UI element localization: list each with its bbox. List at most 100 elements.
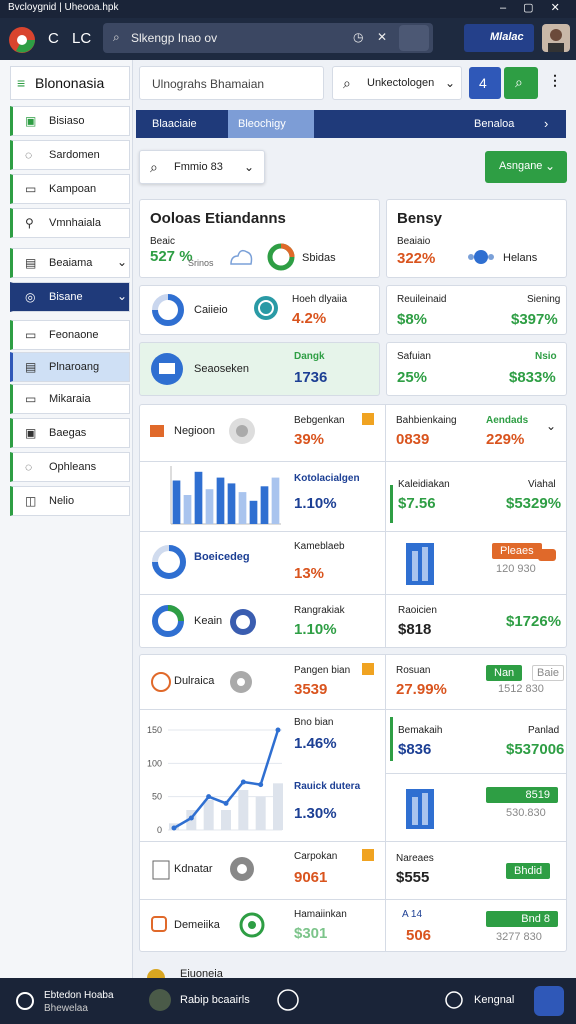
sidebar-item[interactable]: ▤ Plnaroang	[10, 352, 130, 382]
sidebar-icon: ▤	[25, 360, 37, 374]
row-value: $818	[398, 621, 432, 638]
sidebar-item[interactable]: ◌ Sardomen	[10, 140, 130, 170]
divider	[140, 531, 566, 532]
footer-avatar[interactable]	[148, 988, 172, 1012]
select-input[interactable]: ⌕ Unkectologen ⌄	[332, 66, 462, 100]
sidebar-icon: ▭	[25, 392, 37, 406]
address-bar[interactable]: ⌕ Slkengp Inao ov ◷ ✕	[103, 23, 433, 53]
bar	[172, 480, 181, 524]
ring-icon	[230, 609, 256, 635]
bar	[183, 495, 192, 524]
sidebar-label: Nelio	[49, 495, 75, 507]
y-tick-label: 0	[157, 825, 162, 835]
sidebar-title: Blononasia	[35, 75, 105, 91]
sidebar-label: Mikaraia	[49, 393, 91, 405]
card-label: Seaoseken	[194, 363, 250, 375]
mic-button[interactable]	[399, 25, 429, 51]
footer-center[interactable]: Rabip bcaairls	[180, 994, 250, 1006]
nav-button[interactable]: LC	[72, 30, 92, 47]
footer-icon[interactable]	[14, 990, 36, 1012]
filter-text: Fmmio 83	[174, 161, 223, 173]
sidebar-item[interactable]: ▤ Beaiama ⌄	[10, 248, 130, 278]
row-value: 13%	[294, 565, 325, 582]
divider	[385, 655, 386, 951]
card-title: Bensy	[397, 210, 443, 227]
folder-icon	[150, 425, 164, 437]
donut-icon	[267, 243, 295, 271]
search-button[interactable]: ⌕	[504, 67, 538, 99]
summary-card: Bensy Beaiaio 322% Helans	[386, 199, 567, 278]
footer-icon[interactable]	[444, 990, 464, 1010]
point	[275, 727, 281, 733]
clear-icon[interactable]: ✕	[377, 30, 388, 44]
point	[240, 779, 246, 785]
sidebar-label: Bisiaso	[49, 115, 85, 127]
row-label: Boeicedeg	[194, 551, 250, 563]
tab[interactable]: Blaaciaie	[152, 118, 197, 130]
select-icon: ⌕	[343, 75, 351, 91]
select-caret: ⌄	[445, 76, 456, 90]
sidebar-item[interactable]: ▭ Feonaone	[10, 320, 130, 350]
footer-right[interactable]: Kengnal	[474, 994, 515, 1006]
dollar-icon	[239, 912, 265, 938]
more-icon	[147, 969, 165, 980]
filter-dropdown[interactable]: ⌕ Fmmio 83 ⌄	[139, 150, 265, 184]
row-title: Bebgenkan	[294, 415, 345, 426]
card-side-value: $833%	[509, 369, 556, 386]
accent-bar	[390, 485, 393, 523]
people-icon	[468, 250, 494, 264]
divider	[140, 899, 566, 900]
line-chart: 0 50 100 150	[147, 725, 283, 835]
sidebar-item[interactable]: ◫ Nelio	[10, 486, 130, 516]
avatar[interactable]	[542, 24, 570, 52]
nav-button[interactable]: C	[48, 30, 59, 47]
tab-active[interactable]: Bleochigy	[228, 110, 314, 138]
row-label: Negioon	[174, 425, 215, 437]
bar	[238, 790, 249, 830]
tab[interactable]: Benaloa	[474, 118, 515, 130]
tab-bar: Blaaciaie Bleochigy Benaloa ›	[136, 110, 566, 138]
tab-next[interactable]: ›	[544, 116, 549, 131]
sidebar-item[interactable]: ◎ Bisane ⌄	[10, 282, 130, 312]
sidebar-item[interactable]: ▣ Baegas	[10, 418, 130, 448]
donut-icon	[152, 294, 184, 326]
compose-button[interactable]	[534, 986, 564, 1016]
search-input[interactable]: Ulnograhs Bhamaian	[139, 66, 324, 100]
badge: Bhdid	[506, 863, 551, 879]
badge: Bnd 8	[486, 911, 558, 927]
sidebar-item[interactable]: ▭ Kampoan	[10, 174, 130, 204]
bar	[260, 486, 269, 524]
sidebar-icon: ▣	[25, 114, 37, 128]
point	[188, 815, 194, 821]
row-value: 1.10%	[294, 621, 337, 638]
sidebar-item[interactable]: ▭ Mikaraia	[10, 384, 130, 414]
card-label: Beaiaio	[397, 236, 431, 247]
sidebar-item[interactable]: ⚲ Vmnhaiala	[10, 208, 130, 238]
gear-icon	[230, 671, 252, 693]
footer-icon[interactable]	[276, 988, 300, 1012]
search-button-icon: ⌕	[515, 74, 523, 90]
row-collapse[interactable]: ⌄	[546, 419, 557, 433]
row-value: $555	[396, 869, 430, 886]
add-button[interactable]: 4	[469, 67, 501, 99]
stat-card: Seaoseken Dangk 1736	[139, 342, 380, 396]
accent-bar	[390, 717, 393, 761]
sidebar-icon: ◌	[25, 148, 33, 162]
add-button-text: 4	[479, 75, 487, 91]
action-button[interactable]: Asngane ⌄	[485, 151, 567, 183]
panel: Dulraica Pangen bian 3539 Rosuan 27.99% …	[139, 654, 567, 952]
sidebar-item[interactable]: ◌ Ophleans	[10, 452, 130, 482]
sidebar-item[interactable]: ▣ Bisiaso	[10, 106, 130, 136]
window-controls[interactable]: – ▢ ✕	[500, 2, 560, 14]
more-button[interactable]: ⋮	[548, 72, 562, 88]
bars-icon	[406, 789, 434, 829]
clock-icon[interactable]: ◷	[353, 30, 364, 44]
sidebar-header[interactable]: ≡ Blononasia	[10, 66, 130, 100]
row-value: $7.56	[398, 495, 436, 512]
row-title: Bemakaih	[398, 725, 443, 736]
account-badge[interactable]: Mlalac	[464, 24, 534, 52]
point	[206, 794, 212, 800]
row-value: 3539	[294, 681, 328, 698]
browser-logo[interactable]	[8, 26, 36, 54]
